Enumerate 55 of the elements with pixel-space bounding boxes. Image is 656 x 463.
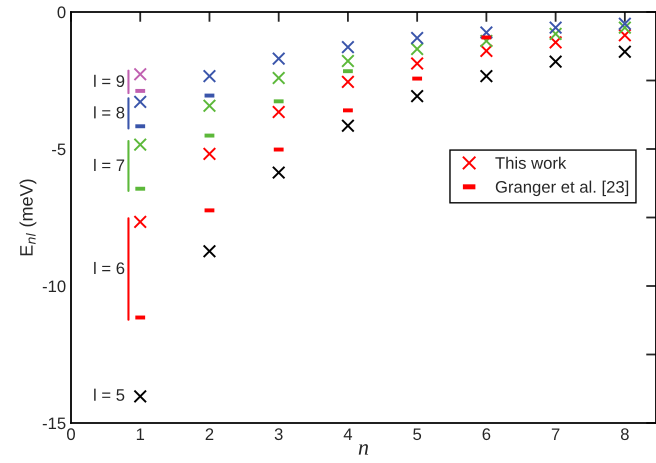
annotation: l = 6 <box>94 262 124 274</box>
annotation: l = 7 <box>94 158 124 171</box>
y-axis-title: E$_{nl}$ (meV) <box>20 179 36 256</box>
annotation: l = 8 <box>94 106 124 119</box>
point <box>548 20 562 34</box>
point <box>272 71 286 85</box>
point <box>133 215 148 229</box>
point <box>618 20 632 34</box>
y-tick-label: -15 <box>42 418 66 430</box>
point <box>272 166 286 180</box>
x-tick-label: 3 <box>274 428 283 440</box>
point <box>272 105 286 119</box>
x-tick-label: 4 <box>344 428 352 440</box>
point <box>410 31 424 45</box>
point <box>341 54 355 68</box>
point <box>480 69 494 83</box>
point <box>341 40 355 54</box>
legend-label: Granger et al. [23] <box>496 180 628 196</box>
point <box>480 26 494 40</box>
point <box>480 34 494 48</box>
annotation: l = 9 <box>94 74 124 88</box>
point <box>618 28 632 42</box>
point <box>548 54 562 68</box>
x-tick-label: 7 <box>552 428 560 440</box>
point <box>133 95 148 109</box>
y-tick-label: -10 <box>42 280 66 292</box>
y-tick-label: -5 <box>52 144 66 156</box>
annotation: l = 5 <box>94 388 124 401</box>
point <box>133 390 148 404</box>
point <box>272 52 286 66</box>
point <box>202 69 216 83</box>
point <box>410 89 424 103</box>
x-tick-label: 6 <box>482 428 490 440</box>
point <box>202 244 216 258</box>
point <box>548 36 562 50</box>
y-tick-label: 0 <box>58 6 66 18</box>
point <box>410 56 424 70</box>
point <box>618 16 632 31</box>
point <box>202 147 216 161</box>
x-tick-label: 8 <box>620 428 629 440</box>
point <box>341 75 355 89</box>
point <box>133 138 148 152</box>
point <box>341 118 355 132</box>
x-tick-label: 1 <box>136 428 144 440</box>
x-axis-title: n <box>358 444 368 455</box>
point <box>410 42 424 56</box>
point <box>480 44 494 58</box>
point <box>618 44 632 59</box>
x-tick-label: 5 <box>413 428 422 440</box>
point <box>202 98 216 112</box>
point <box>548 27 562 41</box>
legend-label: This work <box>495 156 566 169</box>
x-tick-label: 0 <box>67 428 75 440</box>
point <box>133 67 148 81</box>
x-tick-label: 2 <box>206 428 214 440</box>
